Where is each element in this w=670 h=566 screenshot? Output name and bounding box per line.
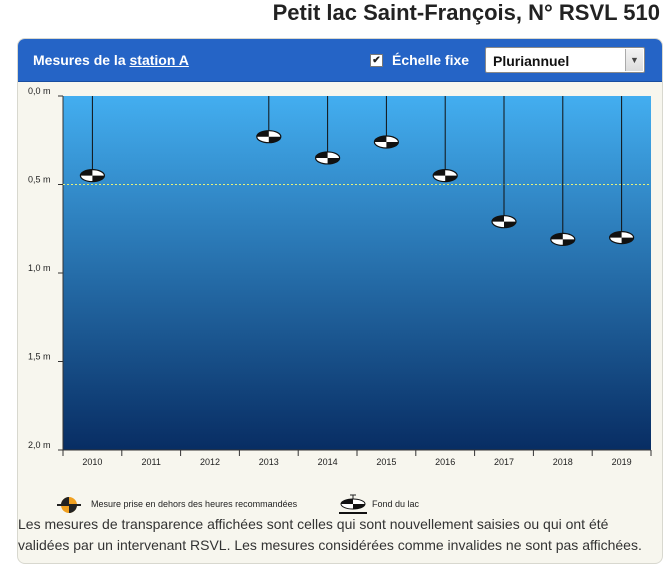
secchi-disk-quadrants [315, 151, 340, 164]
panel-header: Mesures de la station A ✔ Échelle fixe P… [18, 39, 662, 82]
transparency-note: Les mesures de transparence affichées so… [18, 516, 642, 553]
legend-lake-bottom-label: Fond du lac [372, 499, 420, 509]
secchi-disk-quadrants [374, 136, 399, 149]
y-tick-label: 1,0 m [28, 263, 51, 273]
y-tick-label: 2,0 m [28, 440, 51, 450]
x-tick-label: 2011 [142, 457, 161, 467]
page-title: Petit lac Saint-François, N° RSVL 510 [272, 0, 660, 25]
secchi-mark-2017 [491, 96, 517, 229]
period-select-value: Pluriannuel [493, 53, 570, 69]
secchi-mark-2016 [432, 96, 458, 183]
secchi-mark-2010 [79, 96, 106, 183]
secchi-disk-quadrants [609, 231, 634, 244]
x-tick-label: 2017 [494, 457, 514, 467]
secchi-mark-2013 [256, 96, 282, 144]
y-tick-label: 1,5 m [28, 352, 51, 362]
station-heading: Mesures de la station A [33, 52, 189, 68]
legend-outside-hours-label: Mesure prise en dehors des heures recomm… [91, 499, 298, 509]
chevron-down-icon[interactable]: ▼ [625, 49, 643, 71]
x-tick-label: 2016 [435, 457, 455, 467]
measurement-marks [79, 96, 635, 246]
x-tick-label: 2018 [553, 457, 573, 467]
station-link[interactable]: station A [129, 52, 189, 68]
x-tick-label: 2010 [82, 457, 102, 467]
secchi-disk-quadrants [550, 233, 575, 246]
fixed-scale-checkbox[interactable]: ✔ [370, 53, 383, 67]
x-tick-label: 2012 [200, 457, 220, 467]
x-tick-label: 2014 [318, 457, 338, 467]
secchi-mark-2018 [550, 96, 576, 246]
legend-outside-hours-icon [57, 497, 81, 513]
station-prefix: Mesures de la [33, 52, 130, 68]
y-tick-label: 0,5 m [28, 175, 51, 185]
fixed-scale-control[interactable]: ✔ Échelle fixe [370, 52, 469, 68]
period-select[interactable]: Pluriannuel ▼ [485, 47, 645, 73]
secchi-disk-quadrants [433, 169, 458, 182]
fixed-scale-label[interactable]: Échelle fixe [392, 52, 470, 68]
x-tick-label: 2013 [259, 457, 279, 467]
secchi-mark-2019 [608, 96, 635, 245]
secchi-disk-quadrants [256, 130, 281, 143]
measurements-panel: Mesures de la station A ✔ Échelle fixe P… [17, 38, 663, 564]
water-column [63, 96, 651, 450]
secchi-mark-2015 [373, 96, 399, 149]
secchi-mark-2014 [315, 96, 341, 165]
x-tick-label: 2015 [376, 457, 396, 467]
x-axis: 2010 2011 2012 2013 2014 2015 2016 2017 2018 2019 [62, 449, 652, 467]
transparency-chart: 0,0 m0,5 m1,0 m1,5 m2,0 m 2010 2011 2012 20… [28, 86, 652, 514]
x-tick-label: 2019 [612, 457, 632, 467]
secchi-disk-quadrants [80, 169, 105, 182]
legend-lake-bottom-icon [339, 494, 367, 514]
y-tick-label: 0,0 m [28, 86, 51, 96]
y-axis: 0,0 m 0,5 m 1,0 m 1,5 m 2,0 m [28, 86, 64, 451]
secchi-disk-quadrants [492, 215, 516, 228]
